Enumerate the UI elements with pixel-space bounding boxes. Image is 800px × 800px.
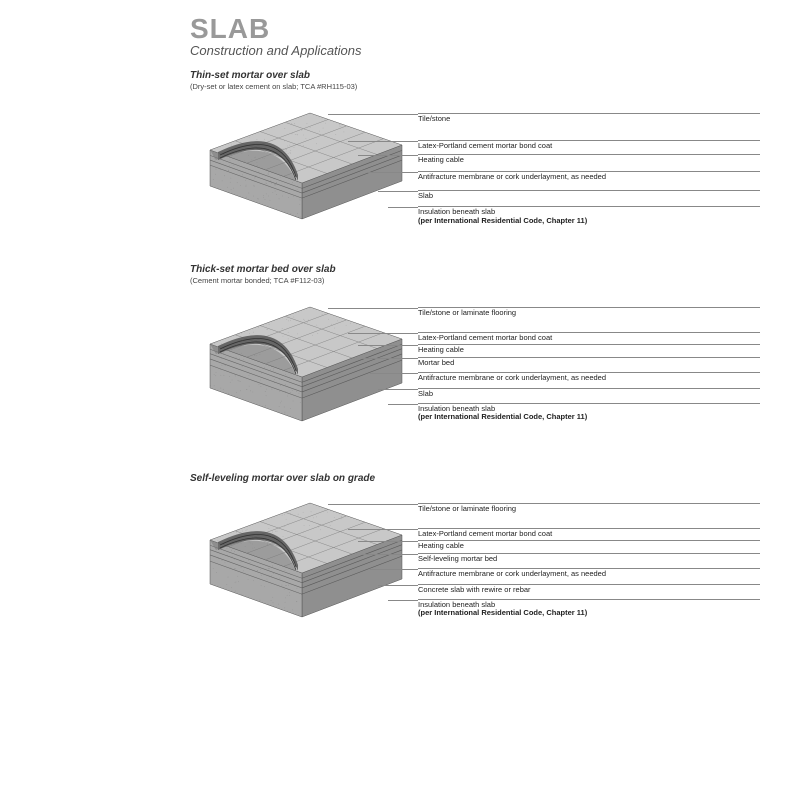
section-title: Thin-set mortar over slab xyxy=(190,70,760,81)
layer-label: Heating cable xyxy=(418,154,760,165)
section-thick: Thick-set mortar bed over slab (Cement m… xyxy=(190,264,760,459)
layer-label: Heating cable xyxy=(418,540,760,551)
layer-label: Tile/stone or laminate flooring xyxy=(418,503,760,514)
layer-label: Heating cable xyxy=(418,344,760,355)
page: SLAB Construction and Applications Thin-… xyxy=(0,0,800,679)
layer-label: Antifracture membrane or cork underlayme… xyxy=(418,171,760,182)
label-column: Tile/stone or laminate flooring Latex-Por… xyxy=(410,485,760,620)
section-subtitle: (Cement mortar bonded; TCA #F112-03) xyxy=(190,276,760,285)
layer-label: Slab xyxy=(418,388,760,399)
label-column: Tile/stone or laminate flooring Latex-Por… xyxy=(410,289,760,424)
layer-label: Antifracture membrane or cork underlayme… xyxy=(418,372,760,383)
layer-label: Antifracture membrane or cork underlayme… xyxy=(418,568,760,579)
main-title: SLAB xyxy=(190,15,760,43)
layer-label: Latex-Portland cement mortar bond coat xyxy=(418,332,760,343)
section-self: Self-leveling mortar over slab on grade … xyxy=(190,473,760,655)
slab-diagram xyxy=(190,289,410,459)
layer-label: Mortar bed xyxy=(418,357,760,368)
layer-label: Insulation beneath slab(per Internationa… xyxy=(418,599,760,618)
section-thin: Thin-set mortar over slab (Dry-set or la… xyxy=(190,70,760,250)
layer-label: Slab xyxy=(418,190,760,201)
slab-diagram xyxy=(190,485,410,655)
layer-label: Concrete slab with rewire or rebar xyxy=(418,584,760,595)
section-title: Thick-set mortar bed over slab xyxy=(190,264,760,275)
label-column: Tile/stone Latex-Portland cement mortar b… xyxy=(410,95,760,227)
subtitle: Construction and Applications xyxy=(190,43,760,58)
layer-label: Latex-Portland cement mortar bond coat xyxy=(418,528,760,539)
layer-label: Insulation beneath slab(per Internationa… xyxy=(418,206,760,225)
layer-label: Tile/stone xyxy=(418,113,760,124)
layer-label: Self-leveling mortar bed xyxy=(418,553,760,564)
layer-label: Latex-Portland cement mortar bond coat xyxy=(418,140,760,151)
section-title: Self-leveling mortar over slab on grade xyxy=(190,473,760,484)
layer-label: Insulation beneath slab(per Internationa… xyxy=(418,403,760,422)
layer-label: Tile/stone or laminate flooring xyxy=(418,307,760,318)
section-subtitle: (Dry-set or latex cement on slab; TCA #R… xyxy=(190,82,760,91)
